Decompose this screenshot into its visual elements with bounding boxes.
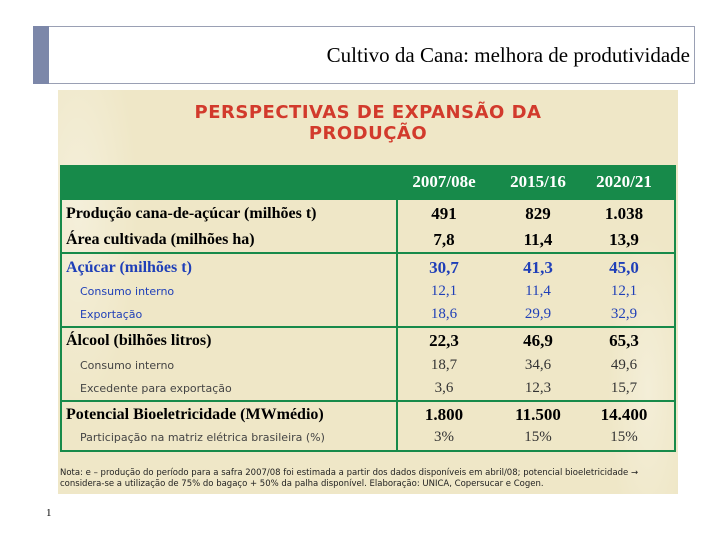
row-value: 18,6 — [430, 306, 458, 322]
row-value: 12,3 — [524, 380, 552, 396]
row-value: 11,4 — [523, 230, 553, 249]
row-value: 49,6 — [610, 357, 638, 373]
table-row: Consumo interno 12,1 11,4 12,1 — [60, 279, 676, 304]
table-row: Álcool (bilhões litros) 22,3 46,9 65,3 — [60, 328, 676, 353]
table-row: Açúcar (milhões t) 30,7 41,3 45,0 — [60, 255, 676, 280]
row-label: Participação na matriz elétrica brasilei… — [80, 431, 325, 444]
table-row: Consumo interno 18,7 34,6 49,6 — [60, 353, 676, 378]
row-label: Álcool (bilhões litros) — [66, 332, 212, 349]
group-separator-1 — [60, 252, 676, 254]
title-bar — [33, 26, 695, 84]
row-label: Área cultivada (milhões ha) — [66, 231, 255, 248]
table-row: Produção cana-de-açúcar (milhões t) 491 … — [60, 201, 676, 226]
row-value: 45,0 — [609, 258, 639, 277]
row-value: 1.038 — [604, 204, 644, 223]
row-value: 65,3 — [609, 331, 639, 350]
row-label: Potencial Bioeletricidade (MWmédio) — [66, 406, 324, 423]
row-value: 18,7 — [430, 357, 458, 373]
row-value: 491 — [431, 204, 457, 223]
row-value: 41,3 — [523, 258, 553, 277]
row-value: 11,4 — [525, 283, 551, 299]
table-heading-line2: PRODUÇÃO — [308, 123, 428, 144]
row-value: 3% — [434, 429, 454, 445]
row-value: 15% — [610, 429, 638, 445]
source-note-line2: considera-se a utilização de 75% do baga… — [60, 479, 544, 489]
table-row: Potencial Bioeletricidade (MWmédio) 1.80… — [60, 402, 676, 427]
table-row: Exportação 18,6 29,9 32,9 — [60, 302, 676, 327]
row-value: 12,1 — [430, 283, 458, 299]
row-value: 15,7 — [610, 380, 638, 396]
row-label: Açúcar (milhões t) — [66, 259, 192, 276]
column-header-2007: 2007/08e — [412, 172, 476, 191]
row-value: 30,7 — [429, 258, 459, 277]
row-value: 7,8 — [433, 230, 455, 249]
row-value: 829 — [525, 204, 551, 223]
table-heading-line1: PERSPECTIVAS DE EXPANSÃO DA — [194, 102, 542, 123]
table-row: Excedente para exportação 3,6 12,3 15,7 — [60, 376, 676, 401]
table-row: Área cultivada (milhões ha) 7,8 11,4 13,… — [60, 227, 676, 252]
row-value: 3,6 — [434, 380, 454, 396]
page-number: 1 — [46, 507, 52, 519]
table-row: Participação na matriz elétrica brasilei… — [60, 425, 676, 450]
row-value: 12,1 — [610, 283, 638, 299]
row-label: Consumo interno — [80, 359, 175, 372]
group-separator-2 — [60, 326, 676, 328]
row-value: 29,9 — [524, 306, 552, 322]
row-value: 13,9 — [609, 230, 639, 249]
table-header-band — [60, 165, 676, 198]
column-separator — [396, 198, 398, 452]
row-value: 14.400 — [600, 405, 648, 424]
row-value: 15% — [524, 429, 552, 445]
row-value: 11.500 — [515, 405, 561, 424]
source-note-line1: Nota: e – produção do período para a saf… — [60, 468, 639, 478]
row-value: 34,6 — [524, 357, 552, 373]
table-image: PERSPECTIVAS DE EXPANSÃO DA PRODUÇÃO 200… — [58, 90, 678, 494]
row-label: Produção cana-de-açúcar (milhões t) — [66, 205, 317, 222]
table-body-border — [60, 198, 676, 452]
source-note: Nota: e – produção do período para a saf… — [60, 468, 670, 490]
column-header-2015: 2015/16 — [510, 172, 566, 191]
slide-title: Cultivo da Cana: melhora de produtividad… — [326, 43, 690, 67]
row-label: Excedente para exportação — [80, 382, 232, 395]
data-table: 2007/08e 2015/16 2020/21 Produção cana-d… — [60, 165, 676, 453]
group-separator-3 — [60, 400, 676, 402]
column-header-2020: 2020/21 — [596, 172, 652, 191]
row-value: 22,3 — [429, 331, 459, 350]
row-label: Exportação — [80, 308, 143, 321]
row-label: Consumo interno — [80, 285, 175, 298]
title-accent-bar — [33, 26, 49, 84]
row-value: 32,9 — [610, 306, 638, 322]
row-value: 46,9 — [523, 331, 553, 350]
row-value: 1.800 — [424, 405, 464, 424]
